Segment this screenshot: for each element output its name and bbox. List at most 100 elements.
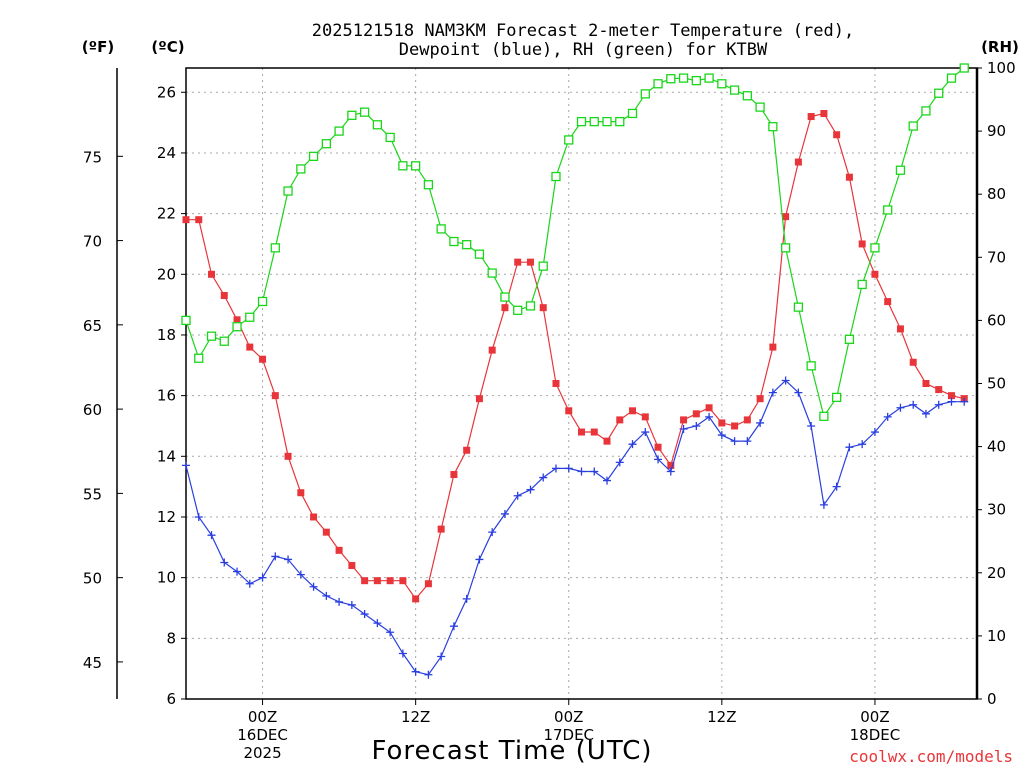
data-point-temperature xyxy=(858,240,866,248)
data-point-rh xyxy=(321,139,331,149)
data-point-dewpoint xyxy=(960,397,969,406)
x-tick-label: 12Z xyxy=(401,708,430,726)
data-point-dewpoint xyxy=(845,443,854,452)
data-point-dewpoint xyxy=(807,421,816,430)
data-point-temperature xyxy=(603,437,611,445)
data-point-dewpoint xyxy=(692,421,701,430)
data-point-rh xyxy=(844,334,855,344)
data-point-rh xyxy=(487,268,497,278)
data-point-dewpoint xyxy=(883,412,892,421)
data-point-rh xyxy=(347,110,357,120)
data-point-rh xyxy=(525,301,536,311)
data-point-rh xyxy=(666,74,676,84)
data-point-temperature xyxy=(935,386,943,394)
data-point-dewpoint xyxy=(245,579,254,588)
data-point-temperature xyxy=(769,343,777,351)
x-tick-label: 18DEC xyxy=(850,726,901,744)
rh-tick-label: 70 xyxy=(987,248,1006,266)
data-point-dewpoint xyxy=(233,567,242,576)
data-point-dewpoint xyxy=(679,425,688,434)
data-point-temperature xyxy=(310,513,318,521)
rh-unit-label: (RH) xyxy=(981,38,1019,56)
data-point-dewpoint xyxy=(194,512,203,521)
data-point-rh xyxy=(780,243,791,253)
data-point-temperature xyxy=(399,577,407,585)
data-point-rh xyxy=(410,161,421,171)
rh-tick-label: 50 xyxy=(987,375,1006,393)
data-point-rh xyxy=(729,85,740,95)
data-point-rh xyxy=(474,249,485,259)
data-point-rh xyxy=(538,261,548,271)
x-tick-label: 2025 xyxy=(243,744,281,762)
data-point-rh xyxy=(283,186,293,196)
data-point-dewpoint xyxy=(768,388,777,397)
data-point-rh xyxy=(500,292,510,302)
data-point-dewpoint xyxy=(539,473,548,482)
data-point-temperature xyxy=(807,113,815,121)
rh-tick-label: 80 xyxy=(987,185,1006,203)
data-point-rh xyxy=(398,161,408,171)
data-point-dewpoint xyxy=(386,628,395,637)
data-point-temperature xyxy=(743,416,751,424)
data-point-dewpoint xyxy=(743,437,752,446)
data-point-dewpoint xyxy=(335,597,344,606)
data-point-temperature xyxy=(947,392,955,400)
data-point-temperature xyxy=(373,577,381,585)
data-point-rh xyxy=(257,296,268,307)
fahrenheit-tick-label: 50 xyxy=(83,570,102,588)
data-point-dewpoint xyxy=(896,403,905,412)
data-point-rh xyxy=(870,243,880,253)
x-tick-label: 00Z xyxy=(554,708,583,726)
fahrenheit-tick-label: 60 xyxy=(83,401,102,419)
data-point-rh xyxy=(806,361,816,371)
data-point-temperature xyxy=(820,110,828,118)
celsius-tick-label: 16 xyxy=(157,387,176,405)
celsius-tick-label: 14 xyxy=(157,447,176,465)
data-point-rh xyxy=(245,312,255,322)
celsius-tick-label: 26 xyxy=(157,83,176,101)
x-tick-label: 12Z xyxy=(707,708,736,726)
data-point-dewpoint xyxy=(424,670,433,679)
data-point-temperature xyxy=(845,173,853,181)
data-point-temperature xyxy=(718,419,726,427)
data-point-rh xyxy=(691,75,701,86)
celsius-tick-label: 8 xyxy=(166,629,176,647)
data-point-temperature xyxy=(782,213,790,221)
data-point-temperature xyxy=(233,316,241,324)
fahrenheit-tick-label: 45 xyxy=(83,654,102,672)
data-point-dewpoint xyxy=(705,412,714,421)
data-point-temperature xyxy=(629,407,637,415)
rh-tick-label: 10 xyxy=(987,627,1006,645)
data-point-temperature xyxy=(539,304,547,312)
data-point-dewpoint xyxy=(794,388,803,397)
data-point-rh xyxy=(934,88,944,98)
data-point-temperature xyxy=(195,216,203,224)
celsius-tick-label: 24 xyxy=(157,144,176,162)
data-point-dewpoint xyxy=(207,531,216,540)
data-point-rh xyxy=(334,126,344,136)
data-point-temperature xyxy=(833,131,841,139)
data-point-dewpoint xyxy=(449,622,458,631)
fahrenheit-unit-label: (ºF) xyxy=(82,38,114,56)
data-point-dewpoint xyxy=(756,418,765,427)
rh-tick-label: 0 xyxy=(987,690,997,708)
data-point-dewpoint xyxy=(577,467,586,476)
data-point-rh xyxy=(194,353,204,363)
celsius-tick-label: 20 xyxy=(157,265,176,283)
data-point-rh xyxy=(372,120,383,130)
data-point-rh xyxy=(959,63,969,73)
data-point-rh xyxy=(819,411,829,421)
data-point-dewpoint xyxy=(398,649,407,658)
series-line-dewpoint xyxy=(185,379,965,676)
data-point-temperature xyxy=(756,395,764,403)
data-point-rh xyxy=(921,106,931,116)
data-point-temperature xyxy=(208,270,216,278)
data-point-temperature xyxy=(884,298,892,306)
data-point-dewpoint xyxy=(717,431,726,440)
data-point-temperature xyxy=(437,525,445,533)
data-point-rh xyxy=(449,236,459,247)
data-point-rh xyxy=(206,331,217,341)
data-point-rh xyxy=(576,116,587,127)
data-point-rh xyxy=(423,180,434,190)
data-point-temperature xyxy=(182,216,190,224)
